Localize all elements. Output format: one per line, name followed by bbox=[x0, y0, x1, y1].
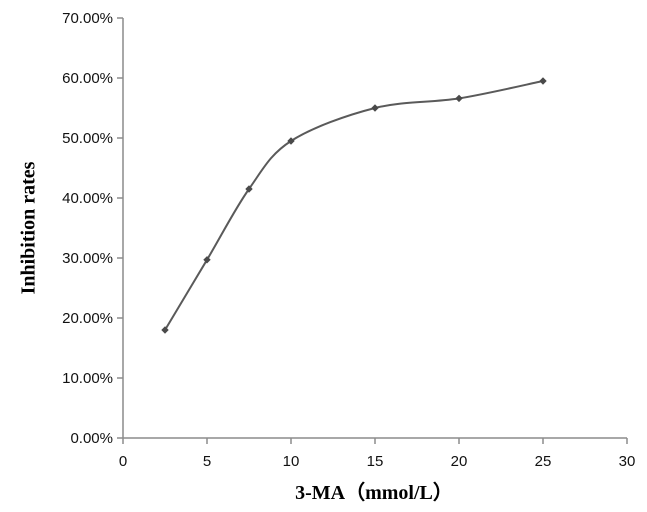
y-tick-label: 50.00% bbox=[62, 130, 113, 147]
data-point-marker bbox=[371, 104, 379, 112]
data-point-marker bbox=[203, 256, 211, 264]
x-tick-label: 25 bbox=[535, 453, 552, 470]
x-tick-label: 0 bbox=[119, 453, 127, 470]
y-axis-title: Inhibition rates bbox=[18, 161, 40, 294]
y-tick-label: 20.00% bbox=[62, 310, 113, 327]
x-axis-title: 3-MA（mmol/L） bbox=[295, 481, 453, 504]
x-tick-label: 20 bbox=[451, 453, 468, 470]
y-tick-label: 60.00% bbox=[62, 70, 113, 87]
data-point-marker bbox=[455, 94, 463, 103]
data-point-marker bbox=[161, 326, 169, 334]
y-tick-label: 10.00% bbox=[62, 370, 113, 387]
x-tick-label: 15 bbox=[367, 453, 384, 470]
x-tick-label: 30 bbox=[619, 453, 636, 470]
data-point-marker bbox=[245, 185, 253, 193]
y-tick-label: 40.00% bbox=[62, 190, 113, 207]
series-line bbox=[164, 80, 544, 331]
data-point-marker bbox=[539, 77, 547, 85]
x-tick-label: 10 bbox=[283, 453, 300, 470]
data-point-marker bbox=[287, 137, 295, 145]
y-tick-label: 0.00% bbox=[70, 430, 113, 447]
y-tick-label: 30.00% bbox=[62, 250, 113, 267]
x-tick-label: 5 bbox=[203, 453, 211, 470]
y-tick-label: 70.00% bbox=[62, 10, 113, 27]
